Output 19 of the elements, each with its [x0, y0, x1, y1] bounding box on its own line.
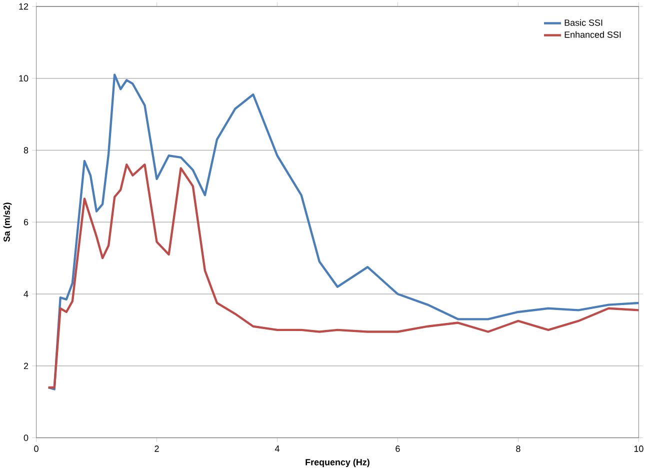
y-tick-label: 4 — [24, 290, 28, 297]
x-tick-label: 2 — [154, 445, 159, 452]
legend-label: Basic SSI — [564, 19, 602, 26]
x-axis-title: Frequency (Hz) — [306, 458, 370, 467]
y-tick-label: 2 — [24, 362, 28, 369]
x-tick-label: 6 — [396, 445, 400, 452]
y-tick-label: 10 — [19, 74, 28, 82]
x-tick-label: 8 — [516, 445, 520, 452]
legend-label: Enhanced SSI — [564, 31, 621, 38]
x-tick-label: 4 — [274, 445, 280, 452]
y-tick-label: 12 — [19, 3, 28, 10]
y-axis-title: Sa (m/s2) — [3, 202, 12, 242]
y-tick-label: 0 — [24, 434, 28, 441]
x-tick-label: 0 — [34, 445, 38, 452]
line-series — [47, 163, 639, 388]
x-tick-label: 10 — [634, 445, 644, 452]
y-tick-label: 8 — [24, 146, 28, 154]
line-series — [47, 73, 639, 390]
y-tick-label: 6 — [24, 218, 28, 226]
